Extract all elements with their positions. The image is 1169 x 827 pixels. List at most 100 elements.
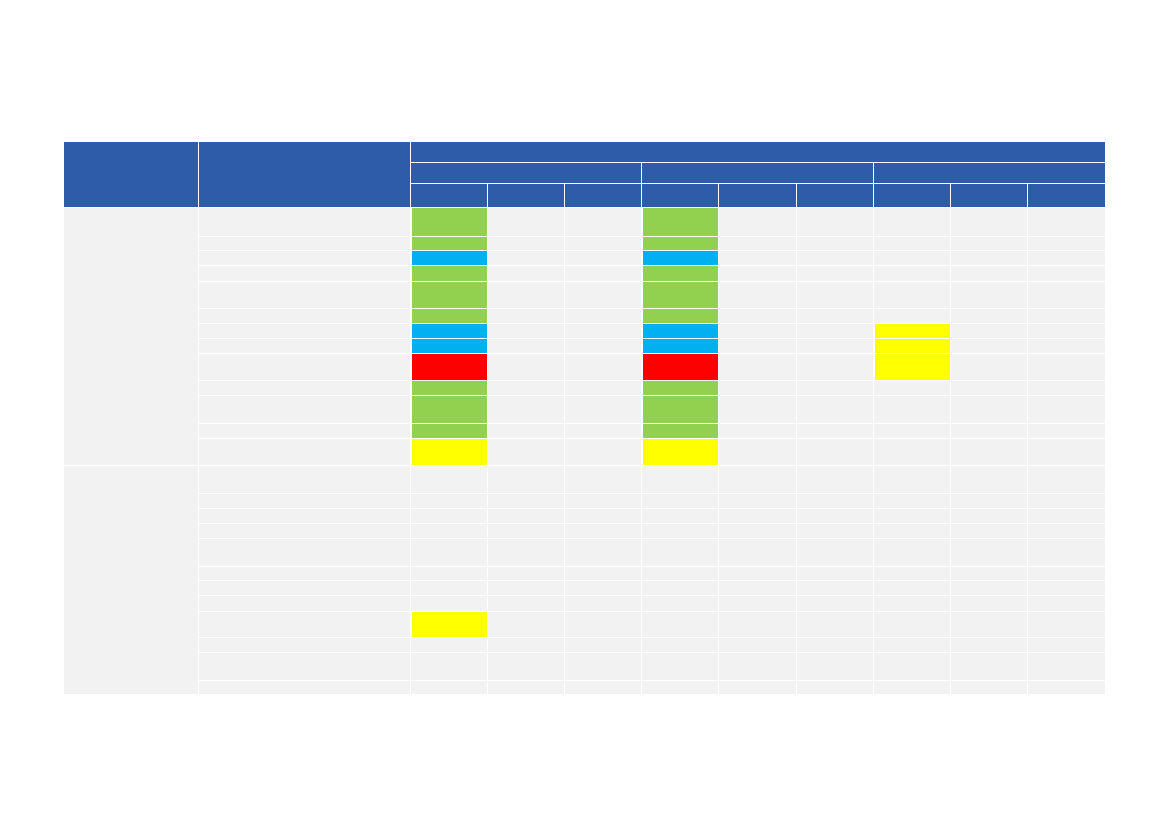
cell — [797, 339, 873, 353]
cell — [797, 681, 873, 694]
header-cell — [64, 142, 198, 207]
cell — [411, 596, 487, 611]
cell — [488, 494, 564, 508]
cell — [951, 237, 1027, 250]
cell — [565, 439, 641, 465]
row-label-cell — [199, 581, 410, 595]
row-label-cell — [199, 396, 410, 423]
cell — [797, 309, 873, 323]
row-label-cell — [199, 439, 410, 465]
cell — [797, 324, 873, 338]
cell — [565, 509, 641, 523]
cell — [797, 653, 873, 680]
cell — [642, 581, 718, 595]
cell — [565, 266, 641, 281]
cell — [874, 638, 950, 652]
cell — [1028, 581, 1105, 595]
cell — [951, 653, 1027, 680]
row-label-cell — [199, 466, 410, 493]
cell — [1028, 596, 1105, 611]
cell — [951, 339, 1027, 353]
status-cell — [643, 324, 718, 338]
cell — [1028, 509, 1105, 523]
cell — [719, 567, 796, 580]
cell — [411, 524, 487, 538]
cell — [1028, 681, 1105, 694]
cell — [797, 439, 873, 465]
cell — [874, 581, 950, 595]
cell — [1028, 309, 1105, 323]
cell — [1028, 237, 1105, 250]
cell — [642, 681, 718, 694]
cell — [1028, 466, 1105, 493]
cell — [411, 494, 487, 508]
cell — [411, 509, 487, 523]
cell — [719, 612, 796, 637]
row-label-cell — [199, 266, 410, 281]
row-label-cell — [199, 638, 410, 652]
row-label-cell — [199, 324, 410, 338]
cell — [1028, 324, 1105, 338]
cell — [874, 424, 950, 438]
cell — [951, 539, 1027, 566]
cell — [874, 494, 950, 508]
row-label-cell — [199, 681, 410, 694]
cell — [951, 424, 1027, 438]
cell — [565, 653, 641, 680]
status-cell — [643, 439, 718, 465]
cell — [488, 539, 564, 566]
status-cell — [875, 324, 950, 338]
cell — [488, 208, 564, 236]
cell — [797, 266, 873, 281]
cell — [951, 381, 1027, 395]
cell — [797, 208, 873, 236]
cell — [797, 612, 873, 637]
status-cell — [643, 354, 718, 380]
cell — [719, 509, 796, 523]
row-label-cell — [199, 381, 410, 395]
header-cell — [874, 184, 950, 207]
cell — [488, 424, 564, 438]
cell — [951, 612, 1027, 637]
row-label-cell — [199, 596, 410, 611]
cell — [719, 282, 796, 308]
cell — [874, 681, 950, 694]
status-cell — [643, 424, 718, 438]
cell — [488, 266, 564, 281]
status-cell — [412, 324, 487, 338]
cell — [488, 567, 564, 580]
cell — [1028, 524, 1105, 538]
cell — [719, 466, 796, 493]
cell — [719, 354, 796, 380]
status-cell — [412, 339, 487, 353]
cell — [565, 381, 641, 395]
row-label-cell — [199, 237, 410, 250]
header-cell — [719, 184, 796, 207]
cell — [565, 208, 641, 236]
cell — [797, 381, 873, 395]
cell — [1028, 567, 1105, 580]
cell — [797, 638, 873, 652]
cell — [565, 251, 641, 265]
row-label-cell — [199, 567, 410, 580]
cell — [411, 638, 487, 652]
cell — [642, 466, 718, 493]
header-cell — [411, 163, 641, 183]
cell — [642, 612, 718, 637]
status-cell — [412, 309, 487, 323]
cell — [874, 509, 950, 523]
cell — [565, 339, 641, 353]
cell — [719, 596, 796, 611]
cell — [797, 396, 873, 423]
cell — [488, 581, 564, 595]
cell — [874, 539, 950, 566]
cell — [488, 354, 564, 380]
cell — [797, 581, 873, 595]
cell — [565, 309, 641, 323]
status-cell — [643, 208, 718, 236]
status-cell — [643, 396, 718, 423]
cell — [951, 309, 1027, 323]
cell — [488, 638, 564, 652]
cell — [951, 208, 1027, 236]
cell — [1028, 208, 1105, 236]
